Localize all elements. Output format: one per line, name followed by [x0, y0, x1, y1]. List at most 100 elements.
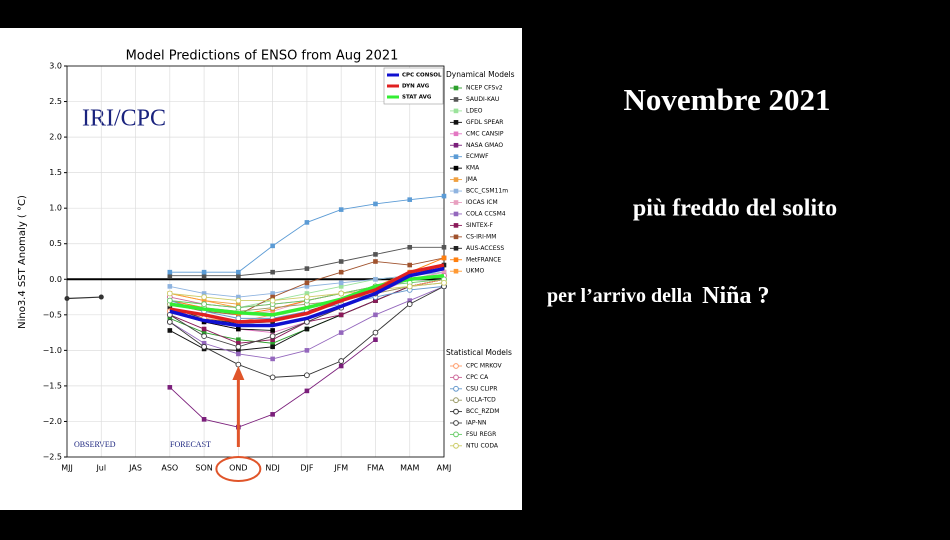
y-tick-label: 1.0	[49, 204, 62, 213]
slide-text: per l’arrivo della	[547, 285, 692, 307]
x-tick-label: AMJ	[437, 464, 452, 473]
legend-label: LDEO	[466, 107, 483, 114]
point	[338, 259, 344, 264]
point	[373, 298, 378, 303]
y-tick-label: 0.5	[49, 239, 62, 248]
point	[441, 244, 447, 250]
series-line	[169, 263, 445, 324]
point	[269, 297, 276, 304]
point	[338, 207, 344, 212]
legend-swatch	[453, 85, 459, 91]
x-tick-label: MJJ	[61, 464, 73, 473]
point	[270, 412, 275, 417]
point	[201, 333, 207, 339]
legend-title: Statistical Models	[446, 348, 512, 357]
point	[167, 305, 173, 311]
legend-label: JMA	[465, 176, 478, 183]
legend-swatch	[453, 363, 459, 369]
point	[373, 337, 378, 342]
legend-label: CPC CONSOL	[402, 73, 442, 79]
x-tick-label: DJF	[300, 464, 314, 473]
legend-swatch	[453, 397, 459, 404]
x-tick-label: JFM	[333, 464, 348, 473]
point	[236, 294, 241, 300]
legend-label: IAP-NN	[466, 420, 487, 427]
legend-label: UCLA-TCD	[466, 397, 496, 404]
x-tick-label: MAM	[400, 464, 419, 473]
point	[304, 388, 310, 394]
legend-swatch	[453, 268, 459, 274]
legend-swatch	[453, 234, 459, 240]
point	[235, 343, 242, 350]
legend-label: STAT AVG	[402, 95, 432, 101]
point	[270, 328, 275, 333]
observed-point	[98, 294, 104, 300]
point	[269, 374, 276, 381]
point	[270, 340, 275, 346]
legend-swatch	[453, 385, 459, 392]
point	[270, 291, 275, 296]
legend-swatch	[453, 177, 459, 182]
legend-label: CPC CA	[466, 374, 489, 381]
point	[407, 244, 413, 250]
legend-swatch	[453, 120, 459, 125]
legend-label: NASA GMAO	[466, 142, 503, 149]
slide-line: più freddo del solito	[633, 196, 837, 222]
y-tick-label: −2.0	[43, 417, 62, 426]
x-tick-label: OND	[229, 464, 247, 473]
legend-swatch	[453, 442, 459, 449]
x-tick-label: JAS	[128, 464, 142, 473]
point	[166, 319, 173, 325]
point	[167, 269, 173, 275]
point	[406, 301, 413, 308]
x-tick-label: Jul	[95, 464, 106, 473]
legend-swatch	[453, 97, 459, 102]
legend-swatch	[453, 431, 459, 438]
point	[304, 280, 310, 286]
legend-swatch	[453, 131, 459, 137]
legend-label: NCEP CFSv2	[466, 85, 503, 92]
slide-line: per l’arrivo della Niña ?	[547, 283, 770, 309]
legend-swatch	[453, 211, 459, 217]
point	[166, 290, 173, 297]
point	[407, 262, 413, 268]
point	[270, 344, 275, 350]
point	[406, 283, 413, 290]
point	[201, 340, 207, 346]
y-tick-label: 2.0	[49, 133, 62, 142]
point	[373, 312, 378, 318]
legend-label: UKMO	[466, 268, 485, 275]
x-tick-label: FMA	[367, 464, 385, 473]
point	[167, 385, 173, 390]
point	[167, 316, 173, 321]
observed-point	[64, 295, 70, 301]
x-tick-label: ASO	[161, 464, 178, 473]
y-tick-label: 0.0	[49, 275, 62, 284]
point	[270, 337, 275, 342]
legend-label: NTU CODA	[466, 442, 499, 449]
point	[338, 312, 344, 318]
legend-swatch	[453, 188, 459, 194]
legend-swatch	[453, 223, 459, 228]
point	[236, 312, 241, 318]
y-tick-label: −1.0	[43, 346, 62, 355]
point	[304, 220, 310, 225]
point	[407, 197, 413, 202]
y-tick-label: −0.5	[43, 310, 62, 319]
legend-label: KMA	[466, 165, 480, 172]
legend-swatch	[453, 246, 459, 251]
series-line	[169, 266, 445, 328]
point	[338, 280, 344, 286]
point	[338, 269, 344, 275]
point	[304, 326, 310, 332]
point	[201, 326, 207, 332]
point	[167, 328, 173, 333]
plot-frame	[66, 65, 445, 458]
point	[235, 304, 242, 311]
point	[338, 363, 344, 369]
legend-label: ECMWF	[466, 153, 489, 160]
annotation: FORECAST	[170, 440, 211, 449]
point	[441, 255, 447, 261]
point	[167, 284, 173, 289]
